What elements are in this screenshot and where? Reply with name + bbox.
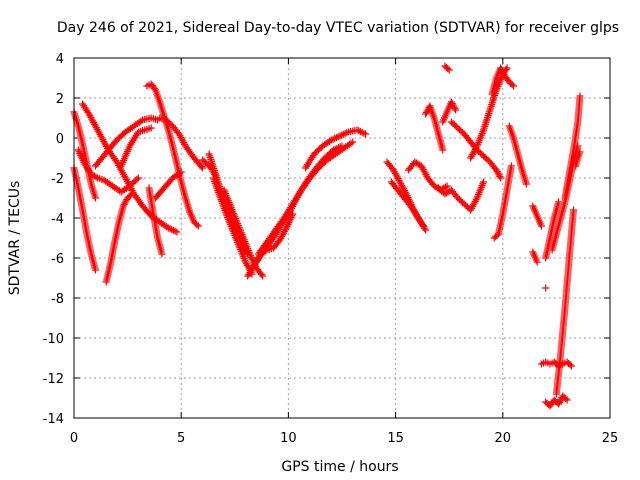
y-axis-label: SDTVAR / TECUs [7,181,23,296]
series-trail-arc9 [145,186,165,256]
series-trail-arc38 [542,200,562,260]
data-point [452,106,460,114]
series-trail-arc23 [440,100,459,124]
y-tick-label: 4 [56,52,64,67]
data-point [497,174,505,182]
series-trail-arc22 [422,104,446,152]
series-trail-arc24 [449,120,504,180]
series-trail-arc25 [436,180,487,212]
y-tick-label: -2 [51,172,64,187]
data-point [336,132,344,140]
series-trail-arc2 [70,166,99,272]
x-tick-label: 0 [70,431,78,446]
y-tick-label: 2 [56,92,64,107]
series-trail-arc39 [572,150,583,168]
series-trail-arc32 [530,250,540,264]
grid-lines [74,58,610,418]
series-trail-arc18 [303,127,368,170]
series-trail-arc21 [406,159,449,193]
series-trail-arc35 [553,208,577,396]
series-trail-arc34 [543,393,570,409]
x-tick-label: 15 [387,431,404,446]
y-tick-label: -8 [51,292,64,307]
data-point [454,124,462,132]
data-point [447,118,455,126]
series-trail-arc10 [158,115,205,171]
series-trail-arc27 [489,66,516,96]
x-tick-label: 25 [602,431,619,446]
series-trail-arc33 [540,359,574,369]
axis-ticks: 0 5 10 15 20 25 -14 -12 -10 -8 -6 -4 -2 0 2 4 [43,52,619,446]
x-axis-label: GPS time / hours [281,459,398,475]
y-tick-label: 0 [56,132,64,147]
x-tick-label: 5 [177,431,185,446]
data-point [212,172,220,180]
series-trail-arc4 [75,148,141,195]
series-trail-arc29 [506,124,530,186]
series-trail-arc5 [93,115,159,168]
y-tick-label: -12 [43,372,64,387]
series-trail-arc20 [389,180,426,228]
series-trail-arc26 [468,66,510,160]
y-tick-label: -4 [51,212,64,227]
series-trail-arc37 [561,94,584,200]
x-tick-label: 20 [495,431,512,446]
y-tick-label: -6 [51,252,64,267]
series-trail-arc41 [200,157,219,178]
series-trail-arc8 [145,81,201,229]
data-point [434,184,442,192]
data-points [70,62,584,410]
series-trail-arc11 [153,169,183,201]
chart-title: Day 246 of 2021, Sidereal Day-to-day VTE… [57,20,619,36]
series-trail-arc6 [103,191,134,284]
series-trail-arc31 [530,204,545,228]
y-tick-label: -14 [43,412,64,427]
data-point [173,228,181,236]
data-point [460,200,468,208]
data-point [542,284,550,292]
data-point [362,130,370,138]
y-tick-label: -10 [43,332,64,347]
series-trail-arc16 [256,139,355,256]
data-point [480,152,488,160]
series-trail-arc13 [210,176,255,276]
series-trail-arc30 [442,63,452,73]
series-trail-arc17 [251,212,296,268]
x-tick-label: 10 [280,431,297,446]
data-point [422,110,430,118]
series-trail-arc28 [492,164,515,241]
plot-frame [73,57,611,419]
series-trail-arc7 [118,125,153,168]
